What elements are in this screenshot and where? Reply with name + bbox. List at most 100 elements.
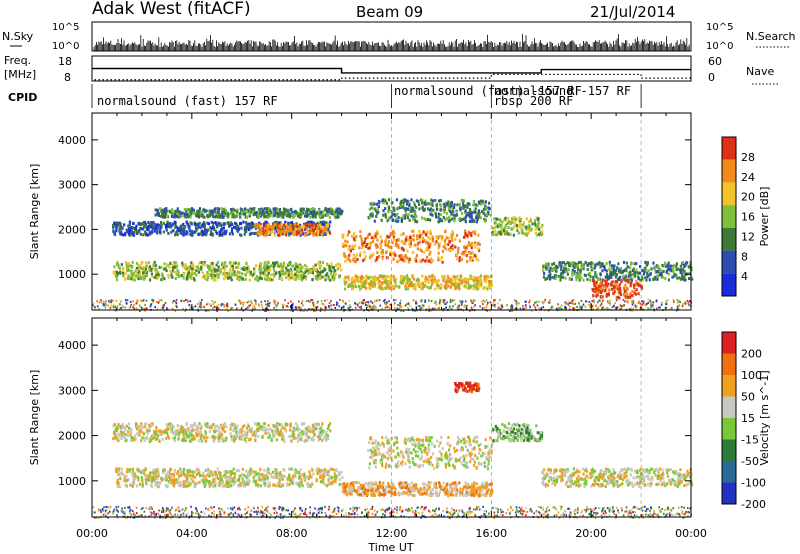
heatmap-cell [406,207,409,211]
heatmap-cell [651,306,654,309]
heatmap-cell [563,307,566,310]
heatmap-cell [139,306,142,309]
heatmap-cell [675,264,678,268]
heatmap-cell [504,223,507,227]
heatmap-cell [638,265,642,269]
heatmap-cell [407,303,409,306]
heatmap-cell [220,214,224,218]
heatmap-cell [166,215,169,219]
heatmap-cell [579,304,581,307]
heatmap-cell [159,214,163,218]
heatmap-cell [487,201,491,205]
heatmap-cell [556,266,559,270]
heatmap-cell [379,274,382,278]
heatmap-cell [646,271,649,275]
heatmap-cell [653,277,657,281]
heatmap-cell [272,207,275,211]
heatmap-cell [218,269,221,273]
heatmap-cell [438,217,441,221]
heatmap-cell [528,304,531,307]
heatmap-cell [141,260,144,264]
heatmap-cell [114,225,117,229]
heatmap-cell [149,232,152,236]
heatmap-cell [428,305,430,308]
heatmap-cell [676,305,679,308]
heatmap-cell [512,233,515,237]
heatmap-cell [331,278,334,282]
heatmap-cell [365,286,368,290]
heatmap-cell [131,275,134,279]
heatmap-cell [246,301,249,304]
heatmap-cell [580,265,584,269]
heatmap-cell [451,234,454,238]
heatmap-cell [486,304,488,307]
heatmap-cell [296,232,299,236]
heatmap-cell [332,276,335,280]
heatmap-cell [243,212,246,216]
heatmap-cell [182,222,185,226]
heatmap-cell [420,300,423,303]
heatmap-cell [357,305,360,308]
heatmap-cell [135,230,138,234]
freq-series [92,67,691,74]
heatmap-cell [378,299,381,302]
heatmap-cell [201,275,204,279]
heatmap-cell [251,209,254,213]
heatmap-cell [222,226,226,230]
heatmap-cell [476,285,479,289]
heatmap-cell [121,233,125,237]
heatmap-cell [609,302,612,305]
heatmap-cell [400,309,402,312]
heatmap-cell [617,268,620,272]
heatmap-cell [142,307,145,310]
heatmap-cell [143,425,146,429]
heatmap-cell [160,265,163,269]
heatmap-cell [264,220,267,224]
heatmap-cell [276,211,279,215]
heatmap-cell [324,305,326,308]
heatmap-cell [387,285,390,289]
heatmap-cell [375,299,378,302]
heatmap-cell [563,269,566,273]
heatmap-cell [288,231,291,235]
heatmap-cell [400,246,403,250]
heatmap-cell [587,303,590,306]
heatmap-cell [375,231,378,235]
heatmap-cell [542,302,545,305]
heatmap-cell [369,282,372,286]
heatmap-cell [373,280,376,284]
heatmap-cell [233,213,236,217]
heatmap-cell [317,212,320,216]
heatmap-cell [672,272,676,276]
heatmap-cell [387,217,391,221]
heatmap-cell [138,228,141,232]
heatmap-cell [324,307,327,310]
heatmap-cell [672,299,675,302]
heatmap-cell [545,262,548,266]
heatmap-cell [376,207,379,211]
heatmap-cell [360,274,363,278]
heatmap-cell [299,233,302,237]
heatmap-cell [294,227,298,231]
heatmap-cell [321,269,325,273]
heatmap-cell [115,278,119,282]
heatmap-cell [244,221,248,225]
heatmap-cell [190,272,194,276]
heatmap-cell [297,270,300,274]
heatmap-cell [618,283,621,287]
heatmap-cell [199,232,202,236]
heatmap-cell [495,225,498,229]
heatmap-cell [393,232,396,236]
heatmap-cell [198,300,201,303]
heatmap-cell [252,273,255,277]
heatmap-cell [217,275,220,279]
heatmap-cell [423,208,426,212]
heatmap-cell [470,220,474,224]
heatmap-cell [283,303,285,306]
heatmap-cell [198,209,201,213]
heatmap-cell [416,243,419,247]
heatmap-cell [426,202,429,206]
heatmap-cell [483,202,486,206]
heatmap-cell [172,210,175,214]
heatmap-cell [399,299,402,302]
